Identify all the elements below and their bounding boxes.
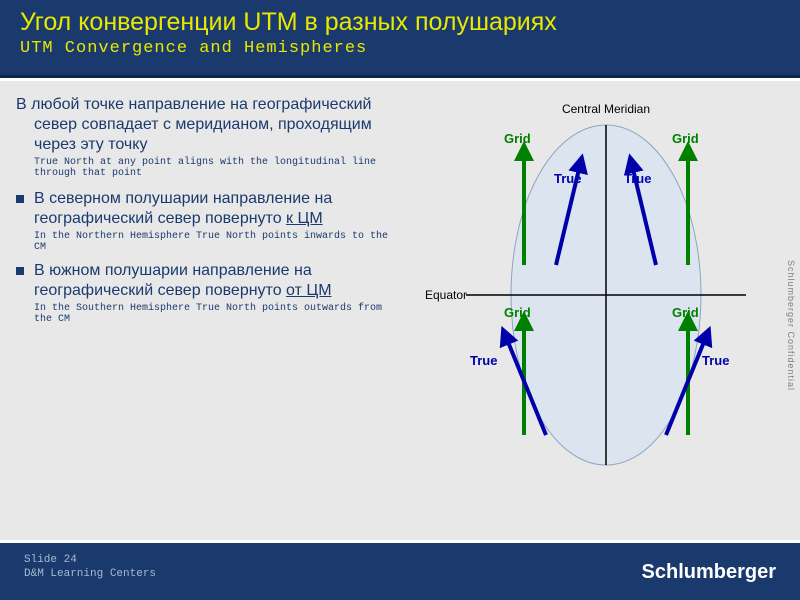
slide-footer: Slide 24 D&M Learning Centers Schlumberg… <box>0 540 800 600</box>
svg-text:Grid: Grid <box>504 305 531 320</box>
convergence-diagram: Central Meridian Equator Grid True Grid True G… <box>406 95 766 495</box>
title-en: UTM Convergence and Hemispheres <box>20 39 780 58</box>
bullet-south-text: В южном полушарии направление на географ… <box>34 262 312 299</box>
bullet-north-underline: к ЦМ <box>286 210 323 227</box>
svg-text:True: True <box>702 353 729 368</box>
title-ru: Угол конвергенции UTM в разных полушария… <box>20 8 780 37</box>
svg-text:True: True <box>554 171 581 186</box>
diagram-column: Central Meridian Equator Grid True Grid True G… <box>406 95 776 511</box>
bullet-north-ru: В северном полушарии направление на геог… <box>34 189 396 229</box>
bullet-north: В северном полушарии направление на геог… <box>16 189 396 229</box>
svg-text:Grid: Grid <box>672 131 699 146</box>
svg-text:Grid: Grid <box>672 305 699 320</box>
bullet-south-en: In the Southern Hemisphere True North po… <box>16 303 396 325</box>
footer-meta: Slide 24 D&M Learning Centers <box>24 553 156 582</box>
intro-ru: В любой точке направление на географичес… <box>16 95 396 155</box>
confidential-label: Schlumberger Confidential <box>786 260 796 391</box>
bullet-south-underline: от ЦМ <box>286 282 331 299</box>
svg-text:True: True <box>624 171 651 186</box>
slide-number: Slide 24 <box>24 553 156 567</box>
svg-text:True: True <box>470 353 497 368</box>
intro-en: True North at any point aligns with the … <box>16 157 396 179</box>
content-area: В любой точке направление на географичес… <box>0 81 800 511</box>
text-column: В любой точке направление на географичес… <box>16 95 406 511</box>
learning-center: D&M Learning Centers <box>24 567 156 581</box>
bullet-south-ru: В южном полушарии направление на географ… <box>34 261 396 301</box>
slide-header: Угол конвергенции UTM в разных полушария… <box>0 0 800 78</box>
svg-text:Central Meridian: Central Meridian <box>562 102 650 116</box>
bullet-south: В южном полушарии направление на географ… <box>16 261 396 301</box>
svg-text:Equator: Equator <box>425 288 467 302</box>
svg-text:Grid: Grid <box>504 131 531 146</box>
company-logo: Schlumberger <box>642 561 776 584</box>
bullet-north-en: In the Northern Hemisphere True North po… <box>16 231 396 253</box>
